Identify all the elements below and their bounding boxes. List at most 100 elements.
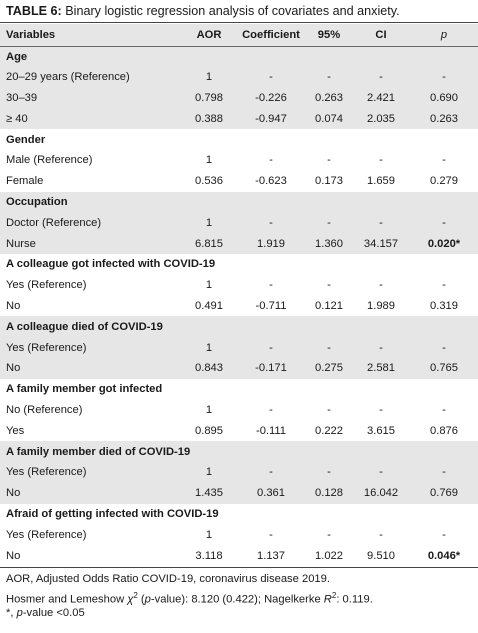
cell-aor: 1: [205, 403, 213, 416]
cell-ci-lower: -: [327, 403, 331, 416]
cell-p: 0.876: [430, 424, 458, 437]
empty-cell: [306, 316, 352, 337]
cell-coefficient: 0.361: [257, 487, 285, 500]
cell-ci-lower: -: [327, 216, 331, 229]
row-label: Age: [6, 50, 28, 63]
cell-aor: 1: [205, 216, 213, 229]
row-label: Female: [6, 175, 44, 188]
empty-cell: [410, 441, 478, 462]
cell-coefficient: -0.226: [255, 91, 287, 104]
group-row: Age: [0, 46, 478, 67]
empty-cell: [182, 129, 236, 150]
cell-coefficient: 1.137: [257, 549, 285, 562]
header-row: Variables AOR Coefficient 95% CI p: [0, 24, 478, 47]
cell-coefficient: -0.111: [255, 424, 287, 437]
cell-ci-lower: 0.121: [315, 299, 343, 312]
cell-aor: 3.118: [195, 549, 223, 562]
cell-coefficient: -0.623: [255, 175, 287, 188]
cell-aor: 1: [205, 279, 213, 292]
table-row: No 0.843 -0.171 0.275 2.581 0.765: [0, 357, 478, 379]
cell-coefficient: -: [269, 216, 273, 229]
row-label: Male (Reference): [6, 154, 93, 167]
top-rule: [0, 22, 478, 23]
p-symbol: p: [144, 593, 151, 606]
row-label: A family member died of COVID-19: [6, 445, 191, 458]
cell-aor: 0.798: [195, 91, 223, 104]
cell-ci-lower: -: [327, 71, 331, 84]
empty-cell: [182, 441, 236, 462]
empty-cell: [182, 379, 236, 400]
cell-coefficient: -0.947: [255, 112, 287, 125]
empty-cell: [410, 129, 478, 150]
col-header-ci-pct: 95%: [306, 24, 352, 47]
row-label: Yes (Reference): [6, 341, 87, 354]
cell-ci-upper: -: [379, 528, 383, 541]
footnote-significance: *, p-value <0.05: [6, 606, 85, 620]
cell-aor: 1: [205, 154, 213, 167]
table-row: Doctor (Reference) 1 - - - -: [0, 212, 478, 234]
empty-cell: [182, 316, 236, 337]
row-label: Yes (Reference): [6, 466, 87, 479]
cell-p: -: [442, 403, 446, 416]
empty-cell: [410, 46, 478, 67]
row-label: No: [6, 549, 21, 562]
empty-cell: [236, 316, 306, 337]
empty-cell: [306, 504, 352, 525]
cell-coefficient: -: [269, 71, 273, 84]
footnote-abbreviations: AOR, Adjusted Odds Ratio COVID-19, coron…: [6, 572, 330, 586]
table-row: Yes (Reference) 1 - - - -: [0, 461, 478, 483]
row-label: Yes (Reference): [6, 528, 87, 541]
empty-cell: [352, 46, 410, 67]
cell-ci-upper: -: [379, 403, 383, 416]
row-label: Afraid of getting infected with COVID-19: [6, 507, 219, 520]
cell-ci-upper: 34.157: [363, 237, 399, 250]
cell-ci-lower: 1.022: [315, 549, 343, 562]
table-row: Yes (Reference) 1 - - - -: [0, 337, 478, 358]
cell-ci-upper: -: [379, 216, 383, 229]
cell-ci-upper: -: [379, 341, 383, 354]
group-row: Occupation: [0, 191, 478, 213]
table-row: Female 0.536 -0.623 0.173 1.659 0.279: [0, 171, 478, 192]
cell-p: 0.020*: [427, 237, 461, 250]
empty-cell: [352, 254, 410, 275]
table-row: 30–39 0.798 -0.226 0.263 2.421 0.690: [0, 87, 478, 109]
empty-cell: [236, 441, 306, 462]
cell-aor: 0.388: [195, 112, 223, 125]
table-title: TABLE 6: Binary logistic regression anal…: [6, 2, 400, 20]
cell-ci-lower: 0.222: [315, 424, 343, 437]
cell-p: 0.279: [430, 175, 458, 188]
table-body: Age 20–29 years (Reference) 1 - - - - 30–39 0.79…: [0, 46, 478, 566]
cell-coefficient: -: [269, 528, 273, 541]
r-symbol: R: [323, 593, 332, 606]
footnote-line2-d: : 0.119.: [336, 593, 373, 606]
table-row: ≥ 40 0.388 -0.947 0.074 2.035 0.263: [0, 108, 478, 130]
cell-ci-upper: 9.510: [367, 549, 395, 562]
empty-cell: [306, 254, 352, 275]
empty-cell: [352, 379, 410, 400]
chi-symbol: χ: [127, 593, 134, 606]
empty-cell: [306, 129, 352, 150]
cell-aor: 6.815: [195, 237, 223, 250]
row-label: No: [6, 487, 21, 500]
cell-aor: 1: [205, 341, 213, 354]
cell-coefficient: 1.919: [257, 237, 285, 250]
cell-aor: 1: [205, 466, 213, 479]
table-row: No 1.435 0.361 0.128 16.042 0.769: [0, 482, 478, 504]
cell-aor: 0.895: [195, 424, 223, 437]
cell-p: -: [442, 466, 446, 479]
cell-ci-lower: -: [327, 466, 331, 479]
cell-aor: 0.536: [195, 175, 223, 188]
cell-aor: 1.435: [195, 487, 223, 500]
row-label: No (Reference): [6, 403, 83, 416]
empty-cell: [306, 441, 352, 462]
cell-coefficient: -: [269, 341, 273, 354]
row-label: Occupation: [6, 195, 68, 208]
cell-ci-upper: 16.042: [363, 487, 399, 500]
cell-p: -: [442, 154, 446, 167]
cell-coefficient: -: [269, 154, 273, 167]
row-label: Yes (Reference): [6, 279, 87, 292]
cell-ci-lower: -: [327, 279, 331, 292]
group-row: A family member got infected: [0, 379, 478, 400]
cell-coefficient: -0.171: [255, 362, 287, 375]
r-superscript: 2: [331, 591, 337, 600]
